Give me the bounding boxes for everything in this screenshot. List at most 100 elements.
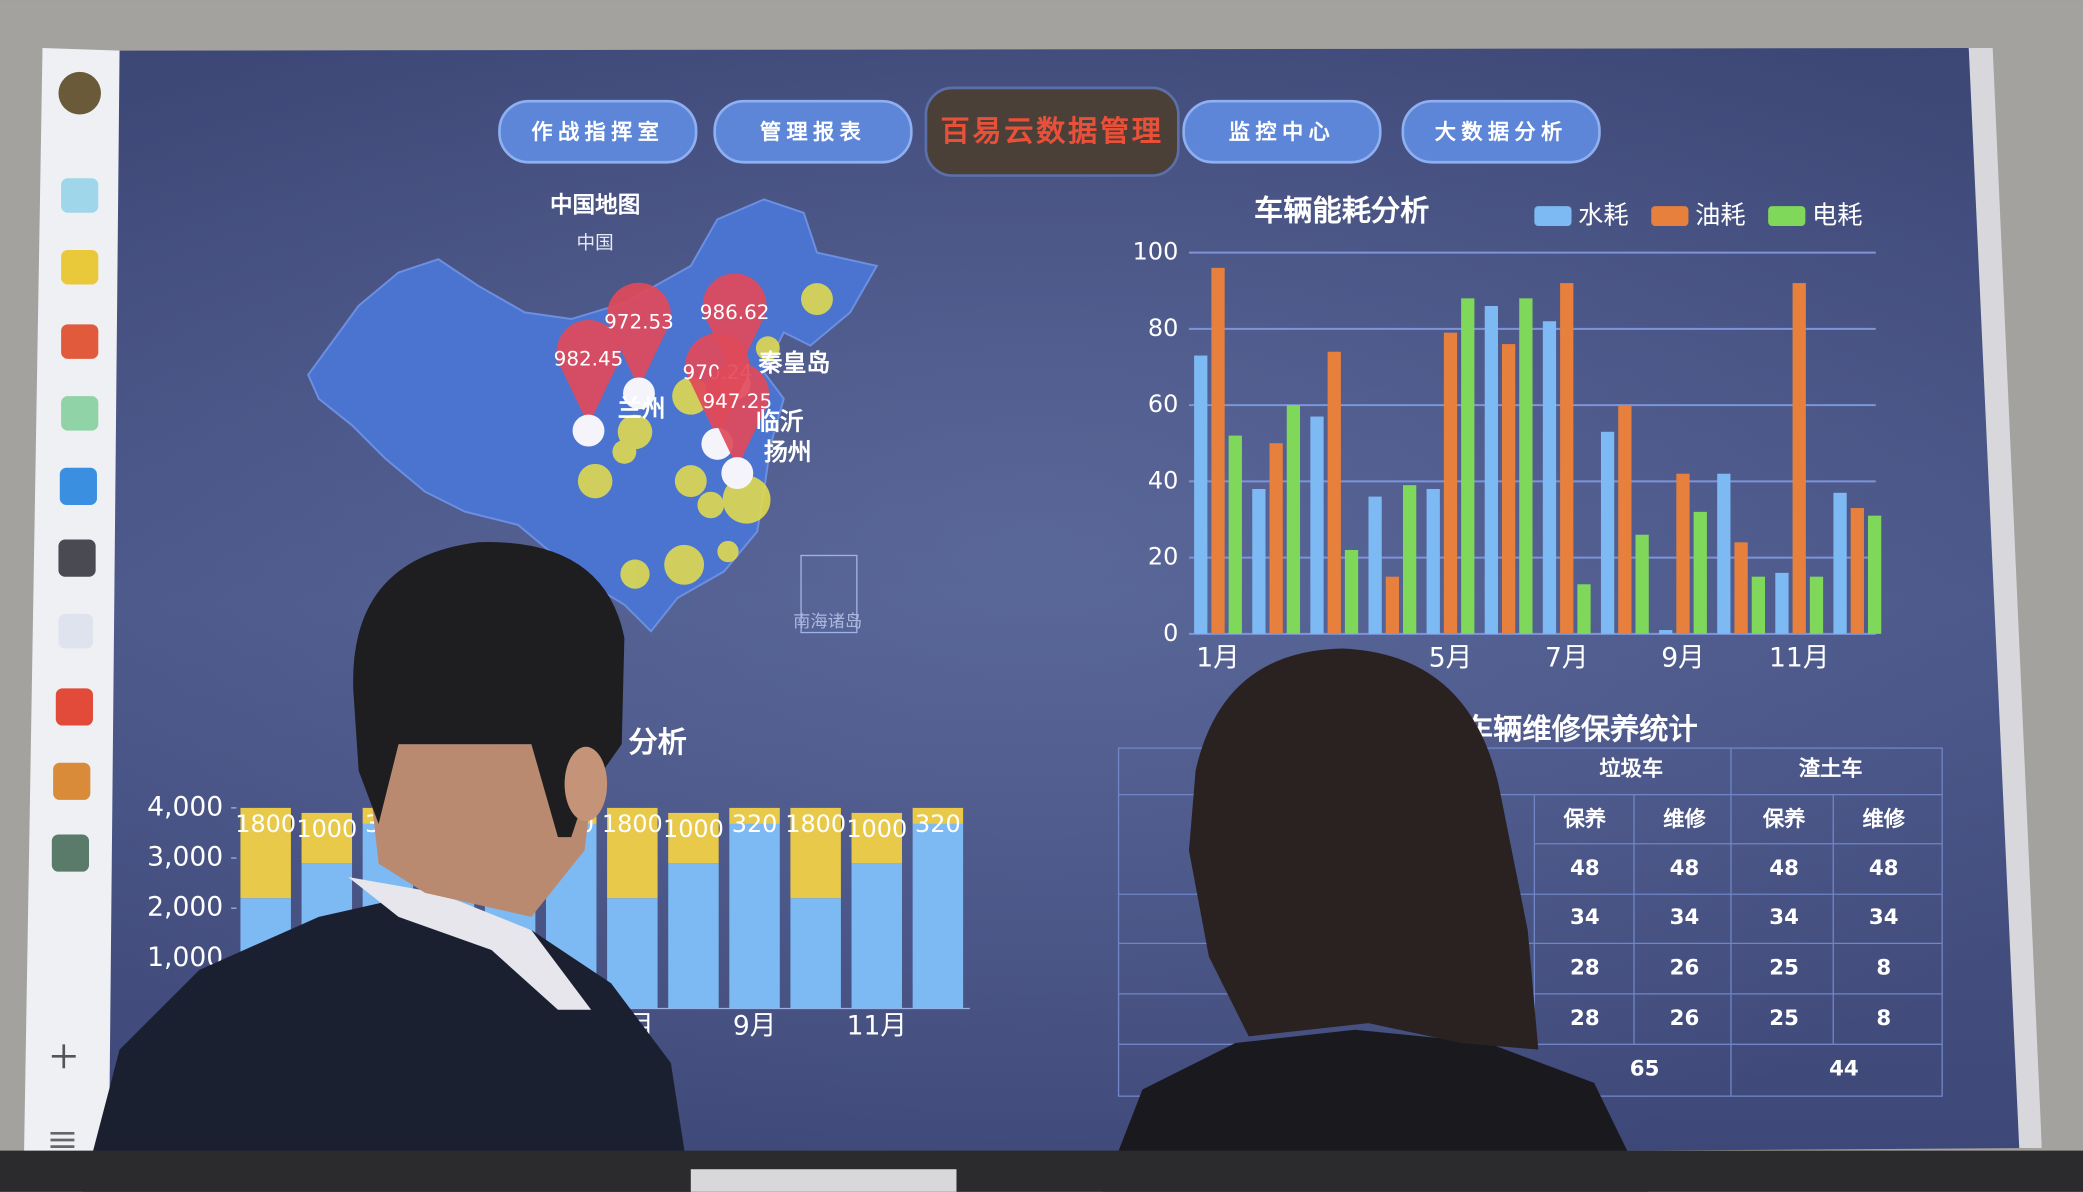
islands-box (800, 554, 858, 634)
bar-segment (790, 807, 841, 899)
data-label: 1800 (235, 810, 296, 838)
menu-icon[interactable] (50, 1132, 75, 1148)
data-label: 1000 (663, 815, 724, 843)
table-cell: 34 (1570, 905, 1600, 930)
bar (1775, 572, 1789, 634)
data-label: 1800 (602, 810, 663, 838)
x-tick-label: 7月 (1545, 643, 1588, 674)
map-pin (702, 273, 767, 379)
table-cell: 48 (1670, 856, 1700, 881)
bar (1659, 630, 1673, 634)
add-icon[interactable] (51, 1044, 76, 1069)
bar-segment (912, 807, 964, 824)
bar (1833, 492, 1847, 634)
bar-segment (729, 807, 780, 824)
table-group: 垃圾车 (1599, 755, 1663, 781)
bar (1194, 355, 1208, 634)
x-tick-label: 9月 (733, 1011, 776, 1042)
nav-button[interactable] (498, 99, 698, 164)
bar-segment (240, 807, 291, 899)
map-city: 扬州 (764, 438, 812, 466)
y-tick-label: 2,000 (147, 892, 223, 923)
bar (1600, 431, 1615, 634)
x-tick-label: 1月 (1196, 643, 1239, 674)
table-cell: 34 (1769, 905, 1799, 930)
woman-hair (1188, 648, 1539, 1050)
legend-label: 电耗 (1812, 201, 1862, 230)
bar (1461, 298, 1475, 634)
monitor (690, 1169, 957, 1192)
nav-button[interactable] (924, 86, 1180, 177)
icon[interactable] (61, 249, 99, 285)
legend-label: 水耗 (1578, 201, 1628, 230)
nav-label: 作战指挥室 (531, 119, 664, 145)
bar-segment (851, 863, 903, 1009)
bar (1519, 298, 1533, 634)
icon[interactable] (51, 834, 90, 872)
map-city: 兰州 (618, 394, 666, 422)
map-city: 秦皇岛 (758, 349, 831, 377)
map-pin-label: 982.45 (554, 348, 624, 371)
bar (1443, 332, 1458, 634)
icon[interactable] (53, 762, 91, 800)
bar (1403, 485, 1417, 634)
bar (1867, 515, 1882, 634)
table-group: 渣土车 (1799, 755, 1863, 781)
bar-segment (668, 812, 719, 864)
bar (1310, 416, 1324, 634)
bar (1577, 584, 1591, 634)
data-label: 320 (732, 810, 778, 838)
legend-label: 油耗 (1695, 201, 1745, 230)
icon[interactable] (61, 396, 99, 431)
man-ear (564, 746, 608, 822)
table-header: 保养 (1762, 806, 1806, 832)
bar (1693, 511, 1707, 634)
bar (1717, 473, 1731, 634)
table-footer: 65 (1630, 1057, 1660, 1082)
x-tick-label: 9月 (1661, 643, 1704, 674)
table-cell: 48 (1570, 856, 1600, 881)
bar (1676, 473, 1690, 634)
bar (1385, 576, 1400, 634)
icon[interactable] (55, 688, 93, 726)
bar (1618, 405, 1632, 634)
bar-segment (912, 823, 964, 1009)
data-label: 1000 (296, 815, 357, 843)
table-header: 维修 (1862, 806, 1905, 832)
map-pin-label: 986.62 (700, 301, 770, 324)
icon[interactable] (58, 539, 96, 577)
legend-swatch (1534, 206, 1572, 227)
legend-swatch (1651, 206, 1689, 227)
avatar[interactable] (58, 71, 101, 115)
map-pin-base (623, 377, 655, 410)
map-subtitle: 中国 (577, 233, 614, 254)
table-cell: 48 (1769, 856, 1799, 881)
y-tick-label: 4,000 (147, 791, 223, 822)
y-tick-label: 0 (1163, 619, 1178, 647)
man-hair (353, 542, 625, 838)
table-cell: 28 (1570, 956, 1600, 981)
nav-button[interactable] (713, 99, 913, 164)
bar (1286, 405, 1301, 634)
icon[interactable] (61, 178, 99, 213)
table-cell: 8 (1876, 1006, 1891, 1031)
table-cell: 26 (1670, 956, 1700, 981)
icon[interactable] (58, 613, 93, 649)
nav-button[interactable] (1401, 99, 1601, 164)
bar-segment (607, 807, 658, 899)
y-tick-label: 60 (1148, 390, 1178, 418)
table-cell: 34 (1869, 905, 1899, 930)
bar (1850, 508, 1864, 634)
desk-edge (0, 1150, 2083, 1192)
bar (1635, 534, 1649, 634)
people (0, 542, 2083, 1192)
nav-button[interactable] (1182, 99, 1382, 164)
bar (1560, 283, 1574, 634)
icon[interactable] (61, 324, 99, 359)
icon[interactable] (59, 467, 97, 506)
x-tick-label: 5月 (1429, 643, 1472, 674)
table-footer: 44 (1829, 1057, 1859, 1082)
man-neck (365, 744, 598, 917)
y-tick-label: 40 (1148, 466, 1178, 494)
